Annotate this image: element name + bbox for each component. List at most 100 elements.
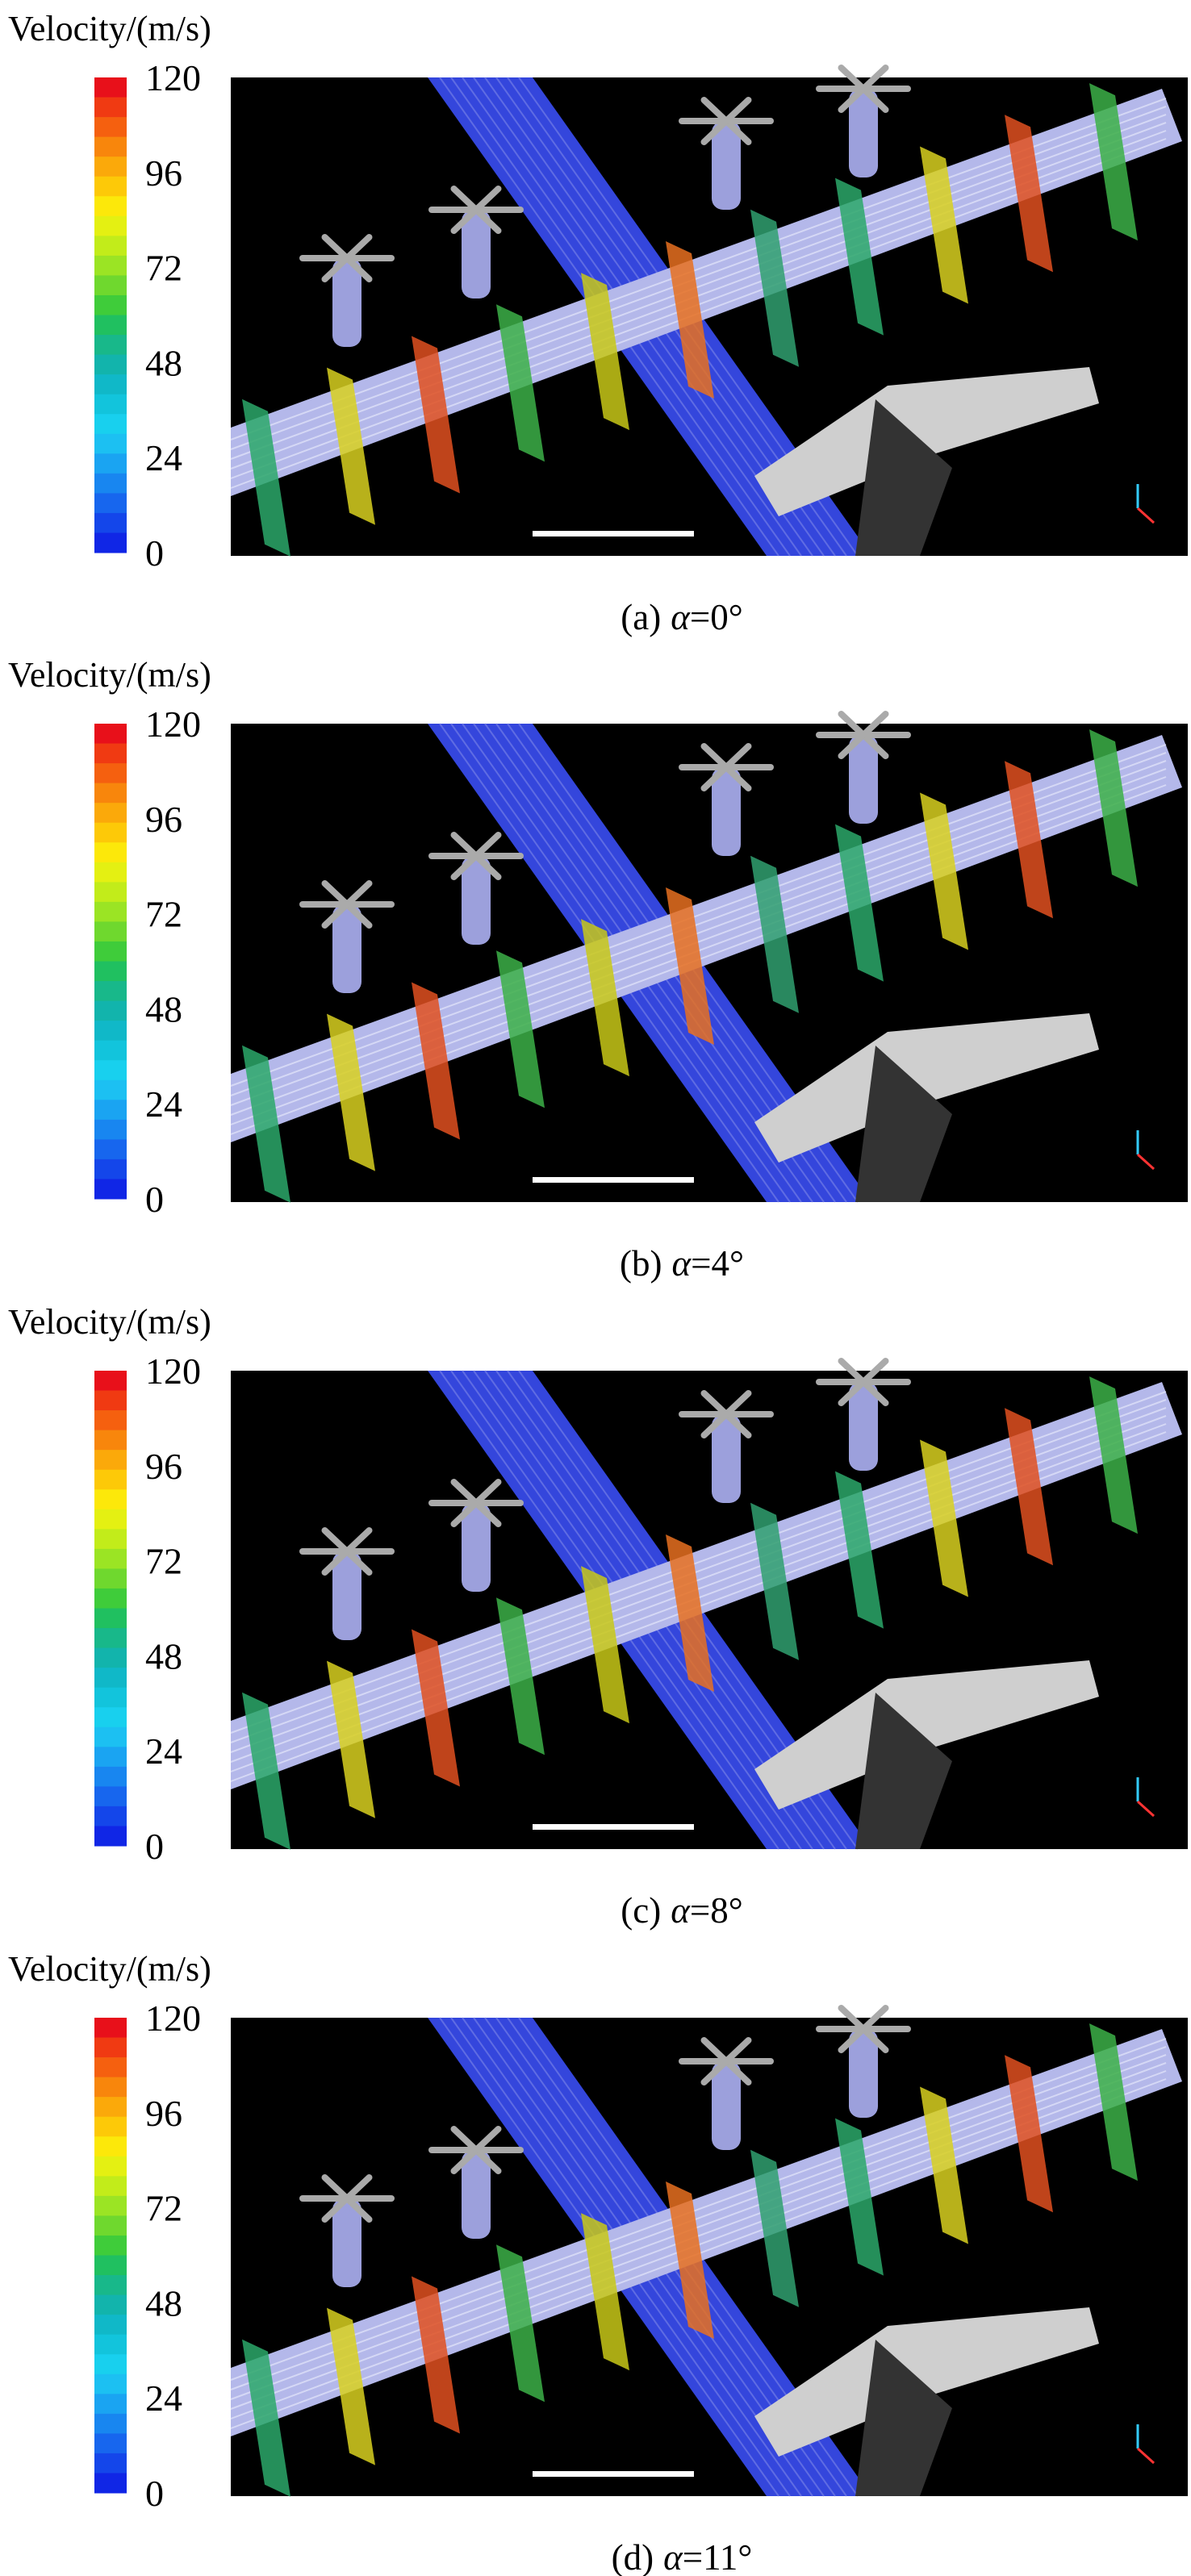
nacelle xyxy=(332,2198,361,2287)
colorbar-band xyxy=(94,1628,127,1649)
velocity-slice xyxy=(581,1566,629,1724)
colorbar-band xyxy=(94,724,127,745)
colorbar-title: Velocity/(m/s) xyxy=(8,9,211,48)
caption-symbol: α xyxy=(671,1243,692,1284)
propeller-blade xyxy=(860,65,889,92)
nacelle xyxy=(462,210,491,299)
velocity-slice xyxy=(750,209,799,367)
caption-symbol: α xyxy=(671,1890,691,1931)
propeller-blade xyxy=(838,1379,867,1406)
velocity-slice xyxy=(1089,1376,1138,1534)
colorbar-band xyxy=(94,1119,127,1140)
tail-fin xyxy=(855,1693,952,1849)
propeller-blade xyxy=(473,2126,502,2153)
colorbar-band xyxy=(94,2275,127,2296)
colorbar-band xyxy=(94,1469,127,1490)
nacelle xyxy=(462,856,491,945)
propeller-blade xyxy=(450,1479,479,1506)
caption: (a) α=0° xyxy=(621,597,742,637)
axis-triad xyxy=(1136,507,1155,524)
colorbar-band xyxy=(94,1371,127,1392)
propeller-blade xyxy=(838,732,867,759)
velocity-slice xyxy=(1005,2055,1053,2213)
colorbar-tick-label: 72 xyxy=(145,2188,182,2229)
velocity-slice xyxy=(496,1597,545,1756)
wing-streamline xyxy=(230,1391,1167,1734)
velocity-slice xyxy=(666,2181,714,2339)
nacelle xyxy=(462,2150,491,2239)
velocity-slice xyxy=(242,2339,290,2497)
velocity-slice xyxy=(1005,1408,1053,1566)
velocity-slice xyxy=(666,1534,714,1692)
propeller-blade xyxy=(700,2058,729,2085)
propeller-blade xyxy=(344,901,373,929)
propeller-blade xyxy=(344,880,373,908)
panel: Velocity/(m/s) 120 96 72 48 24 0 (b) α=4° xyxy=(8,655,1188,1284)
panel: Velocity/(m/s) 120 96 72 48 24 0 (c) α=8° xyxy=(8,1302,1188,1931)
colorbar-tick-label: 24 xyxy=(145,1731,182,1772)
colorbar-band xyxy=(94,2097,127,2118)
colorbar-tick-label: 120 xyxy=(145,1351,201,1392)
nacelle xyxy=(849,89,878,177)
velocity-slice xyxy=(581,273,629,431)
colorbar-tick-label: 48 xyxy=(145,1635,182,1676)
colorbar-title: Velocity/(m/s) xyxy=(8,655,211,695)
colorbar-band xyxy=(94,1786,127,1807)
colorbar-band xyxy=(94,473,127,494)
colorbar-band xyxy=(94,783,127,804)
propeller-blade xyxy=(860,711,889,738)
colorbar-band xyxy=(94,2255,127,2276)
colorbar-tick-label: 24 xyxy=(145,2378,182,2419)
colorbar-band xyxy=(94,493,127,514)
propeller-blade xyxy=(344,255,373,282)
colorbar-band xyxy=(94,2195,127,2216)
colorbar-band xyxy=(94,294,127,315)
nacelle xyxy=(462,1503,491,1592)
axis-triad xyxy=(1136,1153,1155,1171)
colorbar-band xyxy=(94,1668,127,1689)
propeller-blade xyxy=(321,1527,350,1555)
colorbar-band xyxy=(94,1687,127,1708)
propeller-blade xyxy=(473,1479,502,1506)
velocity-slice xyxy=(327,1013,375,1171)
colorbar-band xyxy=(94,176,127,197)
nacelle xyxy=(712,2061,741,2150)
colorbar-band xyxy=(94,2413,127,2434)
propeller-blade xyxy=(473,853,502,880)
tail-plane xyxy=(754,2307,1099,2457)
colorbar-band xyxy=(94,763,127,784)
colorbar-band xyxy=(94,941,127,962)
colorbar-tick-label: 0 xyxy=(145,1179,164,1220)
colorbar-tick-label: 96 xyxy=(145,799,182,840)
tail-fin xyxy=(855,1046,952,1202)
colorbar-tick-label: 48 xyxy=(145,2282,182,2323)
tail-plane xyxy=(754,1013,1099,1163)
velocity-slice xyxy=(412,1629,460,1787)
colorbar-band xyxy=(94,196,127,217)
nacelle xyxy=(332,1551,361,1640)
panel: Velocity/(m/s) 120 96 72 48 24 0 (a) α=0° xyxy=(8,9,1188,637)
scale-bar xyxy=(533,1177,694,1183)
colorbar-band xyxy=(94,921,127,942)
colorbar-band xyxy=(94,2433,127,2454)
wing-streamline xyxy=(230,768,1167,1116)
velocity-slice xyxy=(750,855,799,1013)
nacelle xyxy=(849,735,878,824)
colorbar-tick-label: 96 xyxy=(145,2093,182,2134)
colorbar-band xyxy=(94,1529,127,1550)
colorbar-band xyxy=(94,335,127,356)
colorbar-tick-label: 120 xyxy=(145,703,201,745)
nacelle xyxy=(712,767,741,856)
colorbar-tick-label: 48 xyxy=(145,988,182,1029)
colorbar-band xyxy=(94,532,127,553)
velocity-slice xyxy=(327,1660,375,1818)
colorbar-band xyxy=(94,1588,127,1609)
propeller-blade xyxy=(321,1548,350,1576)
colorbar-band xyxy=(94,354,127,375)
velocity-slice xyxy=(496,950,545,1108)
caption-label: (c) xyxy=(621,1890,661,1931)
nacelle xyxy=(849,1382,878,1471)
velocity-slice xyxy=(1089,2023,1138,2181)
colorbar-band xyxy=(94,1766,127,1787)
propeller-blade xyxy=(723,97,752,124)
